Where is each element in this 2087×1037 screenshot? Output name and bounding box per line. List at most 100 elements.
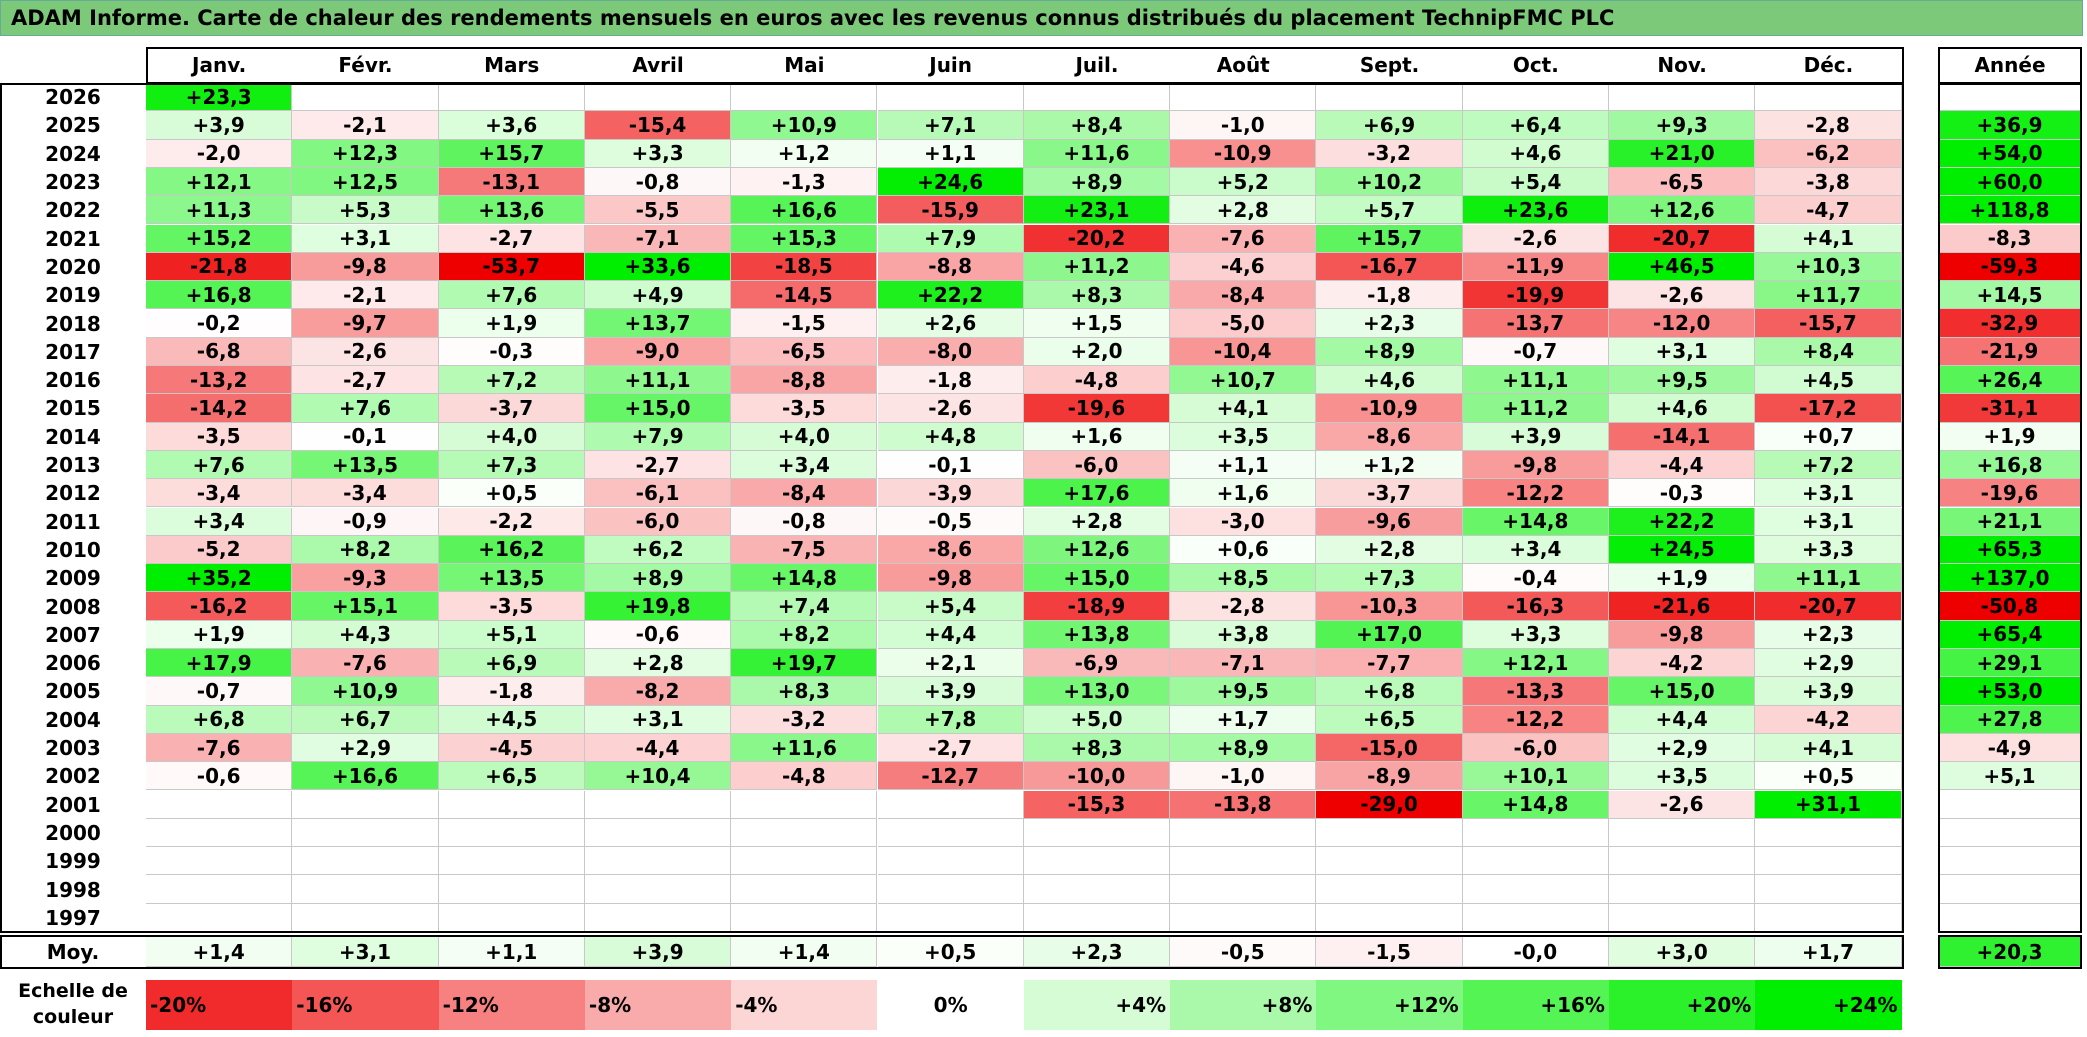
year-label: 2015 xyxy=(45,396,101,421)
year-label: 2010 xyxy=(45,537,101,562)
heatmap-cell: -9,8 xyxy=(1462,450,1609,480)
annual-cell: +21,1 xyxy=(1938,507,2082,536)
heatmap-cell xyxy=(731,790,878,819)
heatmap-cell: -9,8 xyxy=(292,252,439,282)
heatmap-cell: +1,6 xyxy=(1170,479,1317,508)
heatmap-cell: -0,9 xyxy=(292,507,439,536)
heatmap-cell xyxy=(292,83,439,112)
annual-cell: -59,3 xyxy=(1938,252,2082,282)
heatmap-cell: -6,0 xyxy=(584,507,732,536)
average-cell: -1,5 xyxy=(1316,937,1463,967)
heatmap-cell: -15,7 xyxy=(1755,309,1902,338)
heatmap-cell: -3,9 xyxy=(877,479,1024,508)
heatmap-cell: -2,6 xyxy=(1609,281,1756,310)
heatmap-cell: -2,0 xyxy=(146,139,293,168)
annual-cell: +54,0 xyxy=(1938,139,2082,168)
color-scale-swatch: +12% xyxy=(1316,980,1463,1030)
heatmap-cell: +10,2 xyxy=(1316,167,1463,197)
heatmap-cell: -3,2 xyxy=(731,705,878,734)
annual-cell: +14,5 xyxy=(1938,281,2082,310)
heatmap-cell: -2,8 xyxy=(1170,592,1317,621)
heatmap-cell: +4,0 xyxy=(731,422,878,451)
heatmap-cell: -3,5 xyxy=(731,394,878,423)
heatmap-cell: -0,6 xyxy=(146,762,293,791)
heatmap-cell: +1,2 xyxy=(731,139,878,168)
heatmap-cell: +10,1 xyxy=(1462,762,1609,791)
heatmap-cell: +3,8 xyxy=(1170,620,1317,649)
heatmap-cell xyxy=(1170,818,1317,848)
year-label: 2026 xyxy=(45,85,101,110)
heatmap-cell: +6,9 xyxy=(1316,111,1463,140)
heatmap-cell: -2,6 xyxy=(1609,790,1756,819)
heatmap-cell: -13,7 xyxy=(1462,309,1609,338)
heatmap-cell: +3,9 xyxy=(877,677,1024,706)
heatmap-cell xyxy=(584,818,732,848)
heatmap-cell: +6,9 xyxy=(438,649,585,678)
heatmap-cell: +9,5 xyxy=(1609,366,1756,395)
heatmap-cell: +11,2 xyxy=(1023,252,1171,282)
heatmap-cell: +35,2 xyxy=(146,564,293,593)
color-scale-swatch: +20% xyxy=(1609,980,1756,1030)
heatmap-cell: -1,3 xyxy=(731,167,878,197)
month-header: Oct. xyxy=(1512,53,1559,77)
annual-cell: -4,9 xyxy=(1938,733,2082,763)
annual-cell: -8,3 xyxy=(1938,224,2082,253)
heatmap-cell: +13,8 xyxy=(1023,620,1171,649)
heatmap-cell: +7,6 xyxy=(146,450,293,480)
heatmap-cell xyxy=(1609,847,1756,876)
average-cell: +2,3 xyxy=(1023,937,1171,967)
heatmap-cell: -2,6 xyxy=(877,394,1024,423)
heatmap-cell xyxy=(1755,903,1902,932)
heatmap-cell: -4,8 xyxy=(731,762,878,791)
heatmap-cell: +11,1 xyxy=(1755,564,1902,593)
heatmap-cell: +9,3 xyxy=(1609,111,1756,140)
heatmap-cell: -20,2 xyxy=(1023,224,1171,253)
heatmap-cell: -2,6 xyxy=(1462,224,1609,253)
heatmap-cell xyxy=(877,790,1024,819)
heatmap-cell: +15,0 xyxy=(1609,677,1756,706)
heatmap-cell: +22,2 xyxy=(877,281,1024,310)
heatmap-cell: +6,4 xyxy=(1462,111,1609,140)
heatmap-cell: -5,5 xyxy=(584,196,732,225)
heatmap-cell: +11,7 xyxy=(1755,281,1902,310)
annual-cell: +53,0 xyxy=(1938,677,2082,706)
heatmap-cell: +1,9 xyxy=(1609,564,1756,593)
month-header: Mai xyxy=(784,53,825,77)
heatmap-cell: -7,6 xyxy=(1170,224,1317,253)
heatmap-cell xyxy=(292,818,439,848)
heatmap-cell xyxy=(731,903,878,932)
heatmap-cell: +13,0 xyxy=(1023,677,1171,706)
heatmap-cell: +4,1 xyxy=(1170,394,1317,423)
heatmap-cell: -0,8 xyxy=(584,167,732,197)
heatmap-cell: -2,8 xyxy=(1755,111,1902,140)
heatmap-cell: +10,9 xyxy=(292,677,439,706)
year-label: 2023 xyxy=(45,170,101,195)
heatmap-cell xyxy=(1462,83,1609,112)
heatmap-cell: +8,4 xyxy=(1023,111,1171,140)
heatmap-cell: +2,6 xyxy=(877,309,1024,338)
annual-cell: +1,9 xyxy=(1938,422,2082,451)
heatmap-cell: +13,5 xyxy=(292,450,439,480)
heatmap-cell: +0,6 xyxy=(1170,535,1317,565)
heatmap-cell xyxy=(1170,875,1317,904)
heatmap-cell: -9,0 xyxy=(584,337,732,366)
heatmap-cell: +3,9 xyxy=(1462,422,1609,451)
heatmap-cell xyxy=(1316,83,1463,112)
heatmap-cell: -2,7 xyxy=(584,450,732,480)
heatmap-cell xyxy=(1170,847,1317,876)
annual-cell: +26,4 xyxy=(1938,366,2082,395)
annual-cell xyxy=(1938,790,2082,819)
heatmap-cell: +0,7 xyxy=(1755,422,1902,451)
heatmap-cell: +15,7 xyxy=(1316,224,1463,253)
heatmap-cell: +33,6 xyxy=(584,252,732,282)
heatmap-cell: -9,8 xyxy=(877,564,1024,593)
heatmap-cell: -15,3 xyxy=(1023,790,1171,819)
annual-cell: +65,3 xyxy=(1938,535,2082,565)
heatmap-cell: +8,2 xyxy=(292,535,439,565)
heatmap-cell: +5,3 xyxy=(292,196,439,225)
heatmap-cell: +11,6 xyxy=(731,733,878,763)
month-header: Févr. xyxy=(338,53,393,77)
heatmap-cell: -0,3 xyxy=(438,337,585,366)
heatmap-cell: +17,0 xyxy=(1316,620,1463,649)
heatmap-cell xyxy=(731,818,878,848)
